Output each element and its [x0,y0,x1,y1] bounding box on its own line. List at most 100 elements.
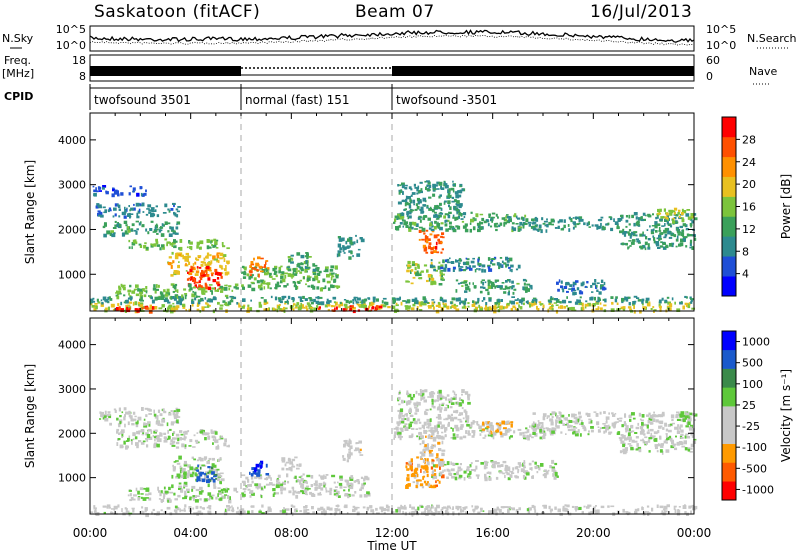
heatmap-cell [431,404,434,408]
colorbar-swatch [722,331,736,351]
heatmap-cell [658,230,662,232]
heatmap-cell [528,224,531,227]
heatmap-cell [136,192,140,197]
heatmap-cell [318,485,321,489]
heatmap-cell [534,509,537,513]
heatmap-cell [425,229,429,232]
heatmap-cell [159,229,163,231]
heatmap-cell [125,445,128,450]
heatmap-cell [460,508,463,511]
heatmap-cell [139,245,143,248]
heatmap-cell [195,488,199,492]
heatmap-cell [643,433,646,436]
heatmap-cell [543,220,548,223]
heatmap-cell [123,215,127,219]
heatmap-cell [213,258,218,261]
heatmap-cell [653,411,655,414]
heatmap-cell [110,511,113,514]
heatmap-cell [630,424,634,429]
heatmap-cell [452,189,455,193]
heatmap-cell [436,453,439,457]
heatmap-cell [607,222,610,226]
heatmap-cell [95,205,98,209]
heatmap-cell [676,418,681,421]
heatmap-cell [231,505,233,508]
heatmap-cell [549,465,552,469]
heatmap-cell [325,266,329,269]
heatmap-cell [448,221,452,225]
heatmap-cell [610,227,614,232]
heatmap-cell [469,228,472,233]
heatmap-cell [176,214,179,218]
heatmap-cell [158,438,162,443]
heatmap-cell [621,450,624,453]
heatmap-cell [431,431,435,436]
heatmap-cell [175,475,178,479]
heatmap-cell [102,225,106,229]
heatmap-cell [254,476,258,479]
heatmap-cell [183,437,186,441]
heatmap-cell [324,285,327,289]
heatmap-cell [438,240,443,245]
heatmap-cell [522,474,525,479]
heatmap-cell [523,302,525,306]
heatmap-cell [642,306,647,310]
heatmap-cell [635,234,638,237]
heatmap-cell [630,241,635,245]
heatmap-cell [406,468,410,471]
heatmap-cell [141,202,145,207]
heatmap-cell [256,263,259,267]
heatmap-cell [412,473,415,477]
heatmap-cell [587,302,591,307]
heatmap-cell [360,303,364,308]
heatmap-cell [447,404,449,409]
heatmap-cell [553,470,557,473]
heatmap-cell [435,416,439,419]
heatmap-cell [444,303,447,306]
heatmap-cell [173,212,177,216]
heatmap-cell [138,440,142,443]
heatmap-cell [156,443,160,448]
heatmap-cell [281,460,286,463]
heatmap-cell [577,418,580,423]
heatmap-cell [306,253,309,256]
heatmap-cell [358,449,361,453]
heatmap-cell [430,429,433,433]
heatmap-cell [437,265,440,270]
heatmap-cell [418,238,421,241]
heatmap-cell [397,432,399,436]
heatmap-cell [641,414,645,418]
heatmap-cell [243,482,246,486]
heatmap-cell [668,236,673,239]
heatmap-cell [160,499,165,502]
heatmap-cell [139,487,144,491]
heatmap-cell [249,274,252,276]
heatmap-cell [681,414,686,418]
heatmap-cell [202,292,206,295]
heatmap-cell [509,286,514,288]
heatmap-cell [571,505,575,508]
heatmap-cell [646,424,649,429]
heatmap-cell [670,209,674,214]
heatmap-cell [554,227,558,229]
heatmap-cell [586,222,589,227]
heatmap-cell [203,257,206,261]
heatmap-cell [282,509,287,513]
heatmap-cell [208,457,212,461]
heatmap-cell [578,417,581,421]
heatmap-cell [163,490,166,495]
heatmap-cell [207,483,210,488]
heatmap-cell [436,223,441,227]
heatmap-cell [104,418,109,422]
heatmap-cell [430,427,434,429]
heatmap-cell [482,421,485,426]
heatmap-cell [420,301,424,306]
heatmap-cell [157,486,159,491]
heatmap-cell [193,282,196,284]
heatmap-cell [352,301,355,305]
heatmap-cell [422,389,426,392]
noise-right-tick-bottom: 10^0 [706,39,736,52]
heatmap-cell [564,504,567,507]
heatmap-cell [409,215,412,219]
heatmap-cell [163,410,167,414]
